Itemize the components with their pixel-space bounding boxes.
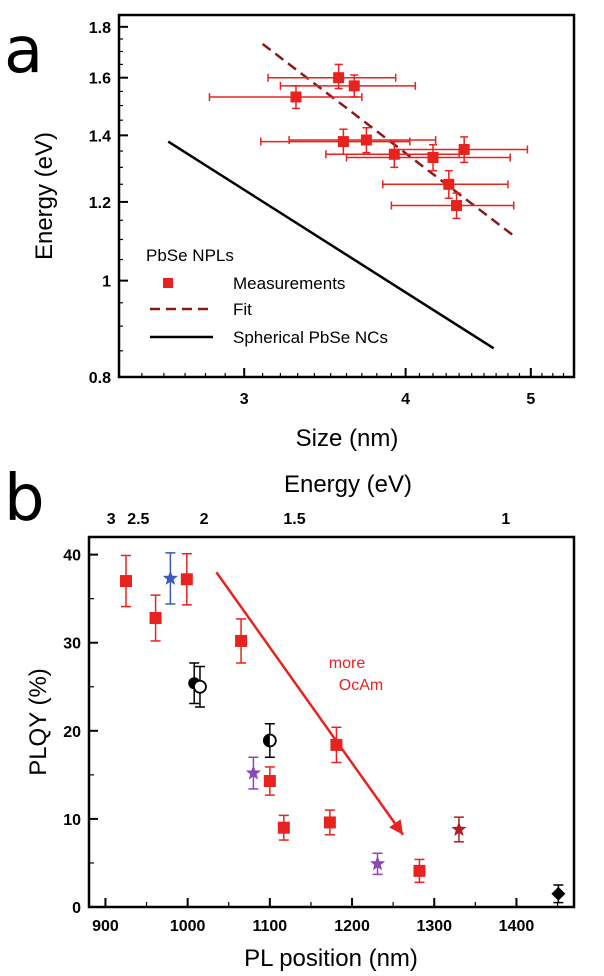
star-point	[245, 765, 262, 780]
measurement-point	[333, 72, 345, 84]
chart-b-x-tick-label: 1200	[334, 918, 370, 935]
chart-b-y-tick-label: 40	[63, 548, 81, 565]
chart-b-y-tick-label: 10	[63, 812, 81, 829]
chart-b-arrow	[215, 571, 405, 836]
chart-a-points	[208, 63, 529, 220]
chart-a-lines	[167, 42, 517, 350]
open-circle-point	[193, 679, 207, 694]
measurement-point	[360, 134, 372, 146]
chart-b-top-tick-label: 3	[107, 511, 116, 528]
chart-a-y-tick-label: 1.2	[89, 195, 111, 212]
panel-b-letter: b	[4, 462, 45, 536]
chart-b-top-tick-label: 2	[200, 511, 209, 528]
legend-fit-label: Fit	[233, 300, 252, 319]
panel-a-letter: a	[4, 14, 43, 88]
half-circle-fill	[263, 734, 270, 747]
chart-b-top-tick-label: 1.5	[283, 511, 305, 528]
chart-a-xlabel: Size (nm)	[296, 425, 399, 452]
trend-arrow-line	[215, 571, 405, 836]
chart-b-x-tick-label: 1100	[252, 918, 287, 935]
plqy-square-point	[323, 816, 336, 829]
trend-arrow-head	[389, 819, 404, 835]
chart-a: Size (nm) Energy (eV) 3 4 5 0.8 1 1.2 1.4 1.6 1.…	[31, 13, 576, 452]
legend-title: PbSe NPLs	[146, 246, 234, 265]
chart-b-top-xlabel: Energy (eV)	[284, 471, 412, 498]
chart-b-top-tick-label: 1	[501, 511, 510, 528]
star-point	[162, 570, 178, 585]
chart-b-points	[119, 552, 566, 904]
measurement-point	[443, 178, 455, 190]
chart-b-top-tick-label: 2.5	[127, 511, 149, 528]
chart-b-y-tick-label: 20	[63, 724, 81, 741]
spherical-line	[167, 140, 495, 350]
chart-a-ticks: 3 4 5 0.8 1 1.2 1.4 1.6 1.8	[89, 20, 575, 408]
chart-b-x-tick-label: 1000	[170, 918, 206, 935]
plqy-square-point	[119, 575, 132, 588]
chart-b-ylabel: PLQY (%)	[25, 668, 52, 776]
diamond-point	[551, 886, 566, 901]
chart-b-frame	[87, 535, 576, 909]
chart-b-y-tick-label: 30	[63, 636, 81, 653]
chart-b-xlabel: PL position (nm)	[244, 945, 418, 972]
chart-a-y-tick-label: 1.6	[89, 71, 111, 88]
measurement-point	[348, 80, 360, 92]
plqy-square-point	[330, 738, 343, 751]
chart-a-y-tick-label: 1.8	[89, 20, 111, 37]
chart-b-y-tick-label: 0	[72, 900, 81, 917]
plqy-square-point	[277, 821, 290, 834]
plqy-square-point	[180, 573, 193, 586]
chart-b: Energy (eV) PL position (nm) PLQY (%) 90…	[25, 471, 576, 972]
annotation-line-1: more	[329, 655, 366, 672]
measurement-point	[388, 148, 400, 160]
star-point	[451, 821, 467, 836]
chart-b-x-tick-label: 900	[92, 918, 119, 935]
measurement-point	[290, 91, 302, 103]
chart-a-x-tick-label: 3	[240, 391, 249, 408]
measurement-point	[427, 152, 439, 164]
chart-a-x-tick-label: 4	[401, 391, 410, 408]
plqy-square-point	[149, 612, 162, 625]
chart-b-x-tick-label: 1300	[416, 918, 452, 935]
plqy-square-point	[235, 634, 248, 647]
chart-a-y-tick-label: 1	[102, 274, 111, 291]
chart-a-y-tick-label: 1.4	[89, 128, 111, 145]
plqy-square-point	[263, 775, 276, 788]
chart-a-y-tick-label: 0.8	[89, 370, 111, 387]
plqy-square-point	[413, 864, 426, 877]
legend-spherical-label: Spherical PbSe NCs	[233, 328, 388, 347]
measurement-point	[337, 136, 349, 148]
measurement-point	[458, 143, 470, 155]
star-point	[369, 855, 386, 871]
legend-measurements-marker	[163, 278, 173, 288]
measurement-point	[451, 200, 463, 212]
annotation-line-2: OcAm	[339, 677, 383, 694]
chart-a-x-tick-label: 5	[526, 391, 535, 408]
legend-measurements-label: Measurements	[233, 274, 345, 293]
chart-a-ylabel: Energy (eV)	[31, 132, 58, 260]
chart-a-frame	[117, 13, 576, 379]
chart-b-ticks: 900 1000 1100 1200 1300 1400 0 10 20 30 40 3 2.5 2 1.5…	[63, 511, 559, 935]
chart-a-legend: PbSe NPLs Measurements Fit Spherical PbS…	[146, 246, 388, 347]
chart-b-x-tick-label: 1400	[499, 918, 535, 935]
